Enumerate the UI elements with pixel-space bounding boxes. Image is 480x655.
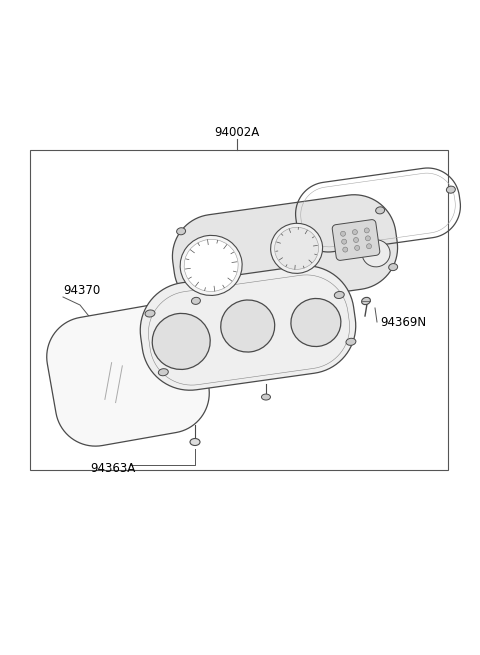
Ellipse shape — [192, 297, 201, 305]
Ellipse shape — [340, 231, 346, 236]
Ellipse shape — [221, 300, 275, 352]
Ellipse shape — [376, 207, 384, 214]
Ellipse shape — [364, 228, 369, 233]
Ellipse shape — [365, 236, 371, 241]
Ellipse shape — [190, 438, 200, 445]
Ellipse shape — [362, 240, 390, 267]
Ellipse shape — [262, 394, 270, 400]
Ellipse shape — [334, 291, 344, 299]
Ellipse shape — [343, 247, 348, 252]
Polygon shape — [172, 195, 397, 309]
Text: 94002A: 94002A — [215, 126, 260, 140]
Ellipse shape — [291, 299, 341, 346]
Ellipse shape — [446, 186, 456, 193]
Ellipse shape — [180, 235, 242, 295]
Ellipse shape — [158, 369, 168, 376]
Text: 94363A: 94363A — [90, 462, 135, 474]
Text: 94370: 94370 — [63, 284, 100, 297]
Polygon shape — [332, 219, 380, 261]
Ellipse shape — [275, 227, 319, 269]
Bar — [30, 150, 448, 470]
Ellipse shape — [145, 310, 155, 317]
Ellipse shape — [367, 244, 372, 249]
Ellipse shape — [152, 313, 210, 369]
Ellipse shape — [361, 297, 371, 305]
Text: 94369N: 94369N — [380, 316, 426, 329]
Polygon shape — [47, 304, 209, 446]
Ellipse shape — [354, 238, 359, 242]
Ellipse shape — [346, 338, 356, 345]
Ellipse shape — [352, 229, 358, 234]
Ellipse shape — [389, 263, 397, 271]
Ellipse shape — [271, 223, 323, 273]
Ellipse shape — [184, 239, 238, 291]
Ellipse shape — [177, 228, 186, 234]
Polygon shape — [140, 266, 356, 390]
Ellipse shape — [342, 239, 347, 244]
Ellipse shape — [355, 246, 360, 250]
